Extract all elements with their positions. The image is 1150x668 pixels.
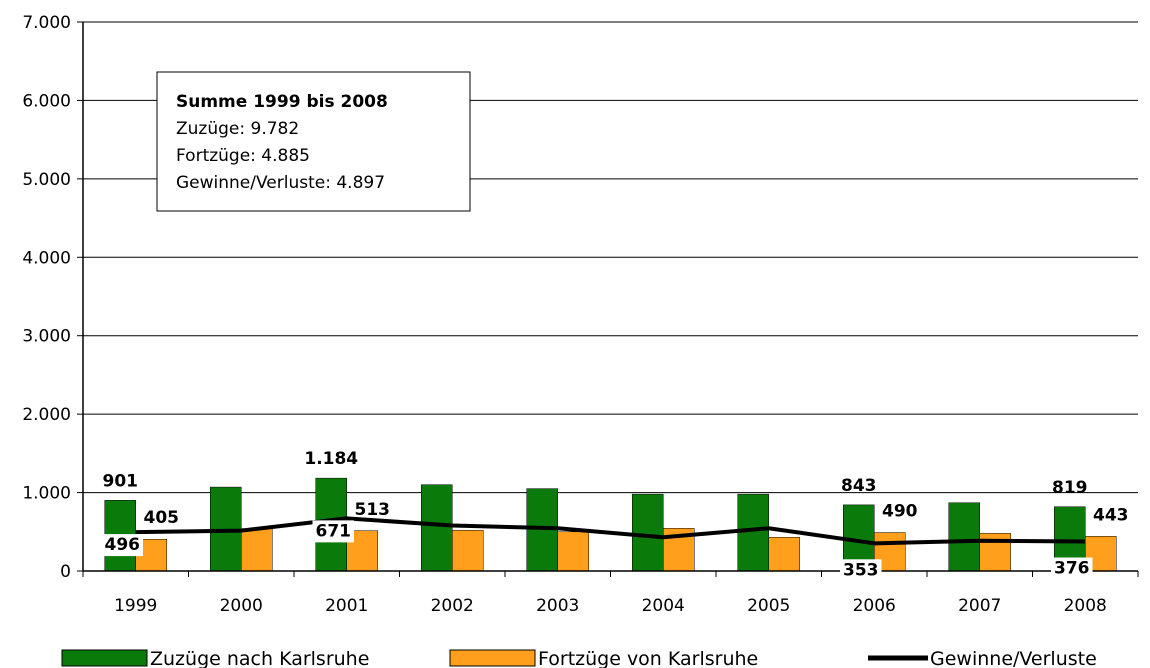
data-label-fortzuege-text: 513 [355,500,391,520]
axes: 0 1.000 2.000 3.000 4.000 5.000 6.000 7.000 1999… [22,13,1139,616]
x-tick-label: 2000 [220,596,263,616]
summary-box-frame [156,71,471,212]
x-tick-label: 2002 [431,596,474,616]
x-tick-label: 2008 [1064,596,1107,616]
data-label-fortzuege: 490 [882,502,918,522]
legend-swatch-fortzuege [449,649,536,667]
x-tick-label: 2003 [536,596,579,616]
y-tick-label: 2.000 [22,405,71,425]
data-label-gewinne-bg [1051,557,1093,580]
data-label-fortzuege: 513 [355,500,391,520]
data-label-gewinne: 671 [312,520,354,543]
data-label-fortzuege-text: 490 [882,502,918,522]
data-label-zuzuege-text: 819 [1052,478,1088,498]
bar-zuzuege [421,484,453,572]
bar-zuzuege [737,493,769,572]
legend-label-zuzuege: Zuzüge nach Karlsruhe [150,648,369,668]
data-label-fortzuege-text: 443 [1093,505,1129,525]
x-tick-label: 2007 [958,596,1001,616]
x-tick-label: 2005 [747,596,790,616]
data-label-fortzuege-text: 405 [144,508,180,528]
data-label-gewinne-text: 496 [105,535,141,555]
summary-box: Summe 1999 bis 2008 Zuzüge: 9.782 Fortzü… [156,71,471,212]
bar-zuzuege [632,493,664,572]
data-label-zuzuege-text: 901 [103,471,139,491]
x-tick-label: 2006 [853,596,896,616]
data-label-gewinne-bg [312,520,354,543]
legend-label-fortzuege: Fortzüge von Karlsruhe [538,648,758,668]
legend: Zuzüge nach Karlsruhe Fortzüge von Karls… [61,648,1097,668]
summary-line-gewinne: Gewinne/Verluste: 4.897 [176,173,385,193]
data-label-gewinne-text: 376 [1054,559,1090,579]
data-label-gewinne: 496 [101,534,143,557]
data-label-fortzuege: 443 [1093,505,1129,525]
y-tick-label: 4.000 [22,248,71,268]
data-label-gewinne-bg [101,534,143,557]
data-label-gewinne-text: 353 [843,560,879,580]
data-label-zuzuege: 819 [1052,478,1088,498]
y-tick-label: 5.000 [22,170,71,190]
data-label-zuzuege-text: 1.184 [304,449,358,469]
summary-line-zuzuege: Zuzüge: 9.782 [176,119,299,139]
data-label-gewinne-text: 671 [316,521,352,541]
data-label-zuzuege-text: 843 [841,476,877,496]
y-tick-label: 0 [60,562,71,582]
y-tick-label: 1.000 [22,484,71,504]
data-label-gewinne: 353 [840,559,882,582]
bar-fortzuege [241,528,273,572]
x-tick-label: 2001 [325,596,368,616]
x-tick-label: 1999 [114,596,157,616]
bar-fortzuege [768,537,800,572]
bar-zuzuege [948,502,980,572]
summary-title: Summe 1999 bis 2008 [176,92,388,112]
bars [104,477,1117,572]
x-tick-label: 2004 [642,596,685,616]
bar-fortzuege [452,529,484,572]
data-label-gewinne-bg [840,559,882,582]
data-label-zuzuege: 1.184 [304,449,358,469]
line-series [135,516,1086,546]
summary-line-fortzuege: Fortzüge: 4.885 [176,146,310,166]
legend-swatch-zuzuege [61,649,148,667]
y-tick-label: 3.000 [22,327,71,347]
y-tick-label: 6.000 [22,91,71,111]
data-label-gewinne: 376 [1051,557,1093,580]
bar-fortzuege [557,531,589,572]
legend-label-gewinne: Gewinne/Verluste [930,648,1097,668]
line-gewinne-verluste [135,516,1086,546]
data-label-zuzuege: 901 [103,471,139,491]
y-tick-label: 7.000 [22,13,71,33]
data-label-fortzuege: 405 [144,508,180,528]
data-label-zuzuege: 843 [841,476,877,496]
